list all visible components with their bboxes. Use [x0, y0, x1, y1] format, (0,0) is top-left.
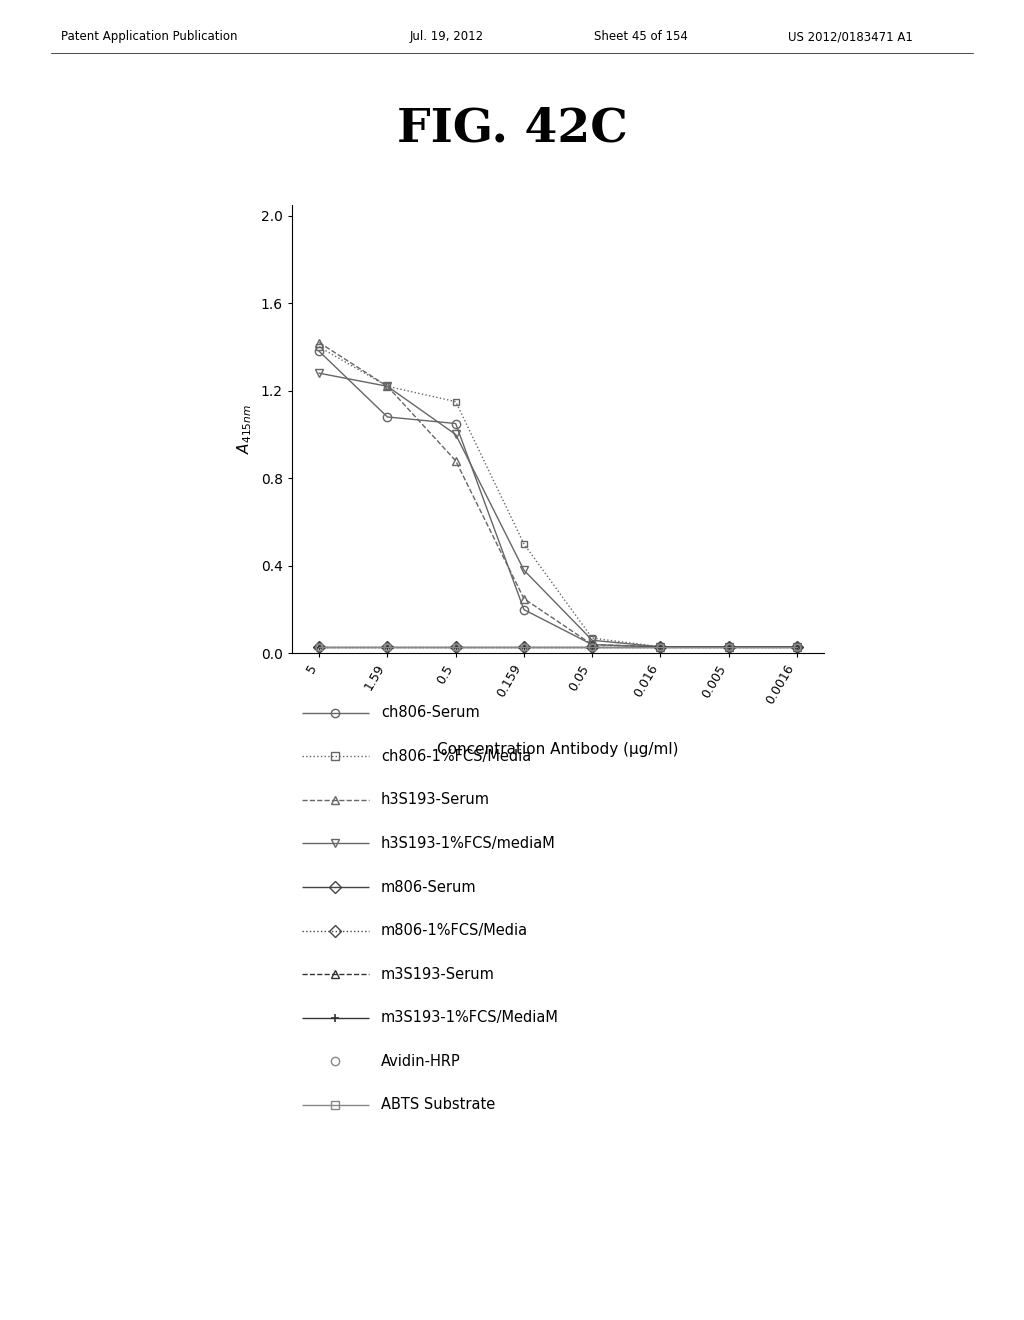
- Text: ch806-Serum: ch806-Serum: [381, 705, 479, 721]
- Text: m806-Serum: m806-Serum: [381, 879, 476, 895]
- X-axis label: Concentration Antibody (μg/ml): Concentration Antibody (μg/ml): [437, 742, 679, 756]
- Text: h3S193-Serum: h3S193-Serum: [381, 792, 489, 808]
- Text: h3S193-1%FCS/mediaM: h3S193-1%FCS/mediaM: [381, 836, 556, 851]
- Y-axis label: $A_{415nm}$: $A_{415nm}$: [236, 404, 254, 454]
- Text: Sheet 45 of 154: Sheet 45 of 154: [594, 30, 688, 44]
- Text: US 2012/0183471 A1: US 2012/0183471 A1: [788, 30, 913, 44]
- Text: FIG. 42C: FIG. 42C: [396, 106, 628, 152]
- Text: Jul. 19, 2012: Jul. 19, 2012: [410, 30, 483, 44]
- Text: ABTS Substrate: ABTS Substrate: [381, 1097, 496, 1113]
- Text: m806-1%FCS/Media: m806-1%FCS/Media: [381, 923, 528, 939]
- Text: Patent Application Publication: Patent Application Publication: [61, 30, 238, 44]
- Text: ch806-1%FCS/Media: ch806-1%FCS/Media: [381, 748, 531, 764]
- Text: m3S193-Serum: m3S193-Serum: [381, 966, 495, 982]
- Text: Avidin-HRP: Avidin-HRP: [381, 1053, 461, 1069]
- Text: m3S193-1%FCS/MediaM: m3S193-1%FCS/MediaM: [381, 1010, 559, 1026]
